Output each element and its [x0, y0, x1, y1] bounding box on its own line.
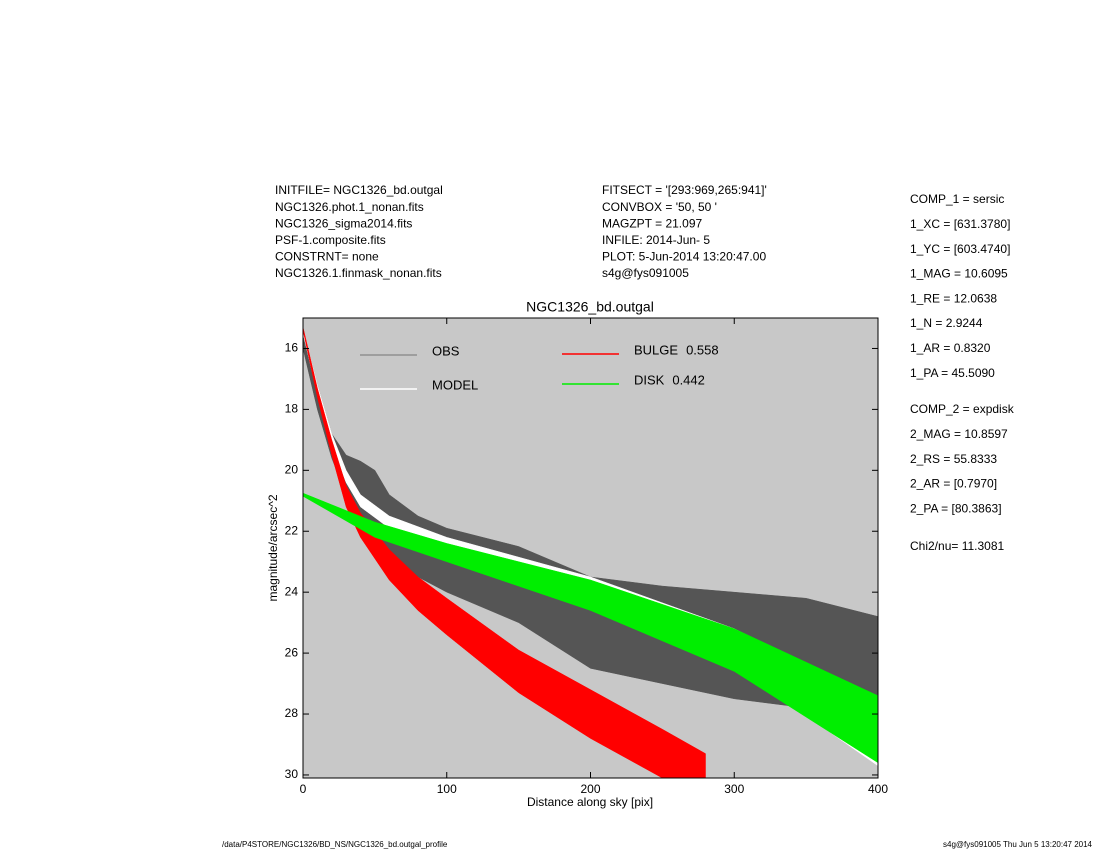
band [303, 327, 706, 778]
x-tick-label: 200 [580, 782, 600, 796]
parameter: 1_YC = [603.4740] [910, 242, 1010, 256]
parameter: 2_AR = [0.7970] [910, 477, 997, 491]
header-line: MAGZPT = 21.097 [602, 216, 702, 230]
x-tick-label: 400 [868, 782, 888, 796]
parameter: 2_RS = 55.8333 [910, 452, 997, 466]
header-line: NGC1326.phot.1_nonan.fits [275, 200, 424, 214]
parameter: 1_XC = [631.3780] [910, 217, 1010, 231]
y-tick-label: 18 [285, 402, 299, 416]
header-line: FITSECT = '[293:969,265:941]' [602, 183, 767, 197]
header-line: CONSTRNT= none [275, 250, 379, 264]
y-tick-label: 30 [285, 767, 299, 781]
band [303, 492, 878, 764]
header-line: s4g@fys091005 [602, 266, 689, 280]
y-tick-label: 22 [285, 523, 299, 537]
parameter: COMP_2 = expdisk [910, 402, 1015, 416]
footer-right: s4g@fys091005 Thu Jun 5 13:20:47 2014 [943, 840, 1093, 849]
x-tick-label: 0 [300, 782, 307, 796]
parameter: 1_N = 2.9244 [910, 316, 983, 330]
y-tick-label: 26 [285, 645, 299, 659]
y-tick-label: 24 [285, 584, 299, 598]
x-axis-label: Distance along sky [pix] [527, 795, 653, 809]
header-line: PSF-1.composite.fits [275, 233, 386, 247]
legend-label: MODEL [432, 377, 478, 392]
parameter: 1_RE = 12.0638 [910, 291, 997, 305]
header-line: PLOT: 5-Jun-2014 13:20:47.00 [602, 250, 766, 264]
parameter: 1_MAG = 10.6095 [910, 267, 1008, 281]
parameter: 1_PA = 45.5090 [910, 366, 995, 380]
x-tick-label: 300 [724, 782, 744, 796]
y-tick-label: 20 [285, 462, 299, 476]
chart-title: NGC1326_bd.outgal [526, 299, 654, 315]
parameter: 2_MAG = 10.8597 [910, 427, 1008, 441]
parameter: 2_PA = [80.3863] [910, 501, 1002, 515]
legend-fraction: 0.442 [672, 372, 705, 387]
header-line: CONVBOX = '50, 50 ' [602, 200, 717, 214]
header-line: INFILE: 2014-Jun- 5 [602, 233, 710, 247]
y-tick-label: 28 [285, 706, 299, 720]
legend-fraction: 0.558 [686, 342, 719, 357]
header-line: NGC1326.1.finmask_nonan.fits [275, 266, 442, 280]
chi2: Chi2/nu= 11.3081 [910, 539, 1005, 553]
parameter: COMP_1 = sersic [910, 192, 1004, 206]
x-tick-label: 100 [437, 782, 457, 796]
y-tick-label: 16 [285, 341, 299, 355]
legend-label: OBS [432, 343, 460, 358]
header-line: INITFILE= NGC1326_bd.outgal [275, 183, 443, 197]
footer-left: /data/P4STORE/NGC1326/BD_NS/NGC1326_bd.o… [222, 840, 448, 849]
legend-label: BULGE [634, 342, 678, 357]
header-line: NGC1326_sigma2014.fits [275, 216, 412, 230]
parameter: 1_AR = 0.8320 [910, 341, 991, 355]
legend-label: DISK [634, 372, 665, 387]
y-axis-label: magnitude/arcsec^2 [266, 494, 280, 601]
plot-layer [303, 327, 878, 778]
